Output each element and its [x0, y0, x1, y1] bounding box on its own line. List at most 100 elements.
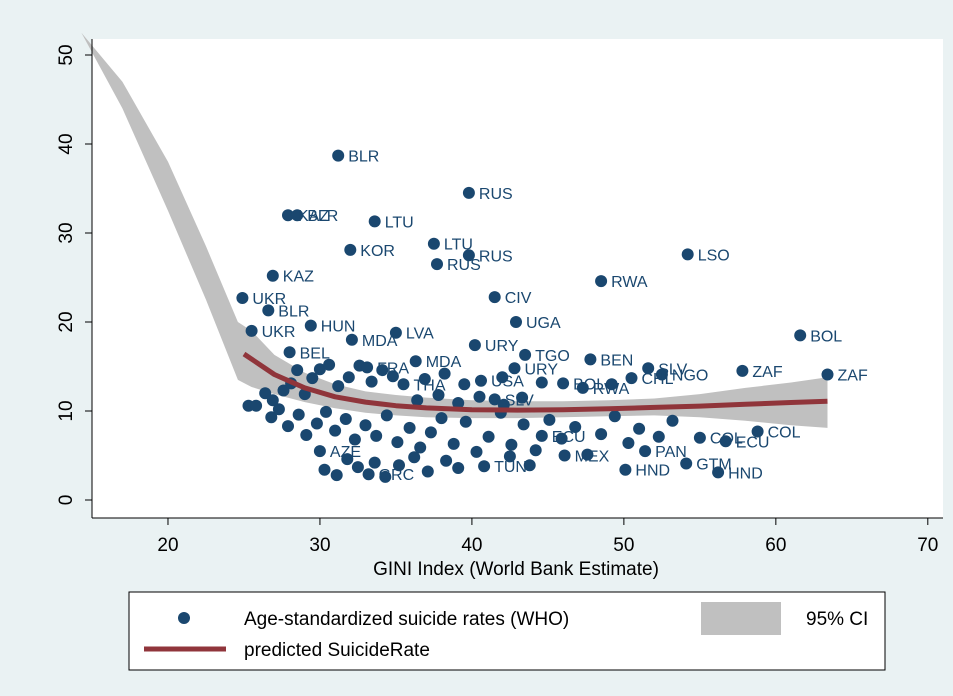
- data-point: [368, 215, 381, 228]
- point-label: GRC: [379, 467, 415, 484]
- data-point: [266, 269, 279, 282]
- point-label: HND: [728, 465, 763, 482]
- data-point: [259, 387, 272, 400]
- data-point: [693, 431, 706, 444]
- point-label: CIV: [505, 290, 532, 307]
- data-point: [379, 470, 392, 483]
- data-point: [348, 433, 361, 446]
- data-point: [359, 419, 372, 432]
- point-label: USA: [491, 374, 524, 391]
- fit-line: [242, 351, 828, 413]
- point-label: GTM: [696, 457, 732, 474]
- data-point: [666, 414, 679, 427]
- x-tick-label: 60: [765, 535, 786, 556]
- data-point: [283, 346, 296, 359]
- data-point: [344, 243, 357, 256]
- data-point: [473, 390, 486, 403]
- x-tick-label: 70: [917, 535, 938, 556]
- data-point: [362, 468, 375, 481]
- point-label: URY: [525, 361, 559, 378]
- data-point: [462, 186, 475, 199]
- point-label: NGO: [672, 368, 708, 385]
- data-point: [680, 457, 693, 470]
- data-point: [595, 275, 608, 288]
- data-point: [421, 465, 434, 478]
- data-point: [681, 248, 694, 261]
- point-label: BEN: [600, 352, 633, 369]
- data-point: [438, 367, 451, 380]
- point-label: HND: [635, 463, 670, 480]
- data-point: [523, 459, 536, 472]
- data-point: [510, 316, 522, 328]
- data-point: [529, 444, 542, 457]
- point-label: ZAF: [838, 368, 868, 385]
- data-point: [376, 364, 389, 377]
- point-label: LSO: [698, 247, 730, 264]
- data-point: [291, 364, 304, 377]
- point-label: MEX: [575, 449, 610, 466]
- data-point: [459, 415, 472, 428]
- data-point: [605, 378, 618, 391]
- data-point: [329, 424, 342, 437]
- data-point: [424, 426, 437, 439]
- data-point: [266, 394, 279, 407]
- data-point: [569, 421, 582, 433]
- data-point: [342, 371, 355, 384]
- point-label: COL: [710, 431, 743, 448]
- data-point: [351, 461, 364, 474]
- data-point: [712, 466, 725, 479]
- point-label: HUN: [321, 319, 356, 336]
- data-point: [306, 372, 319, 385]
- data-point: [330, 469, 343, 482]
- point-label: RUS: [479, 186, 513, 203]
- data-point: [478, 460, 491, 473]
- data-point: [535, 429, 548, 442]
- point-label: KAZ: [283, 269, 314, 286]
- y-tick-label: 20: [56, 311, 77, 332]
- data-point: [277, 384, 290, 397]
- data-point: [300, 429, 313, 441]
- point-label: LTU: [444, 237, 473, 254]
- data-point: [370, 429, 383, 442]
- data-point: [619, 463, 632, 476]
- data-point: [304, 319, 317, 332]
- x-tick-label: 20: [157, 535, 178, 556]
- data-point: [488, 393, 501, 406]
- point-label: ECU: [552, 429, 586, 446]
- data-point: [736, 364, 749, 377]
- point-label: KOR: [360, 243, 395, 260]
- x-tick-label: 30: [309, 535, 330, 556]
- data-point: [291, 209, 304, 222]
- data-point: [558, 449, 571, 462]
- data-point: [655, 368, 668, 381]
- data-point: [452, 462, 465, 474]
- data-point: [470, 445, 483, 458]
- x-tick-label: 50: [613, 535, 634, 556]
- data-point: [503, 450, 516, 463]
- data-point: [318, 463, 331, 476]
- data-point: [323, 358, 336, 371]
- x-axis-title: GINI Index (World Bank Estimate): [373, 559, 659, 580]
- data-point: [409, 355, 422, 368]
- data-point: [608, 410, 621, 423]
- data-point: [431, 258, 443, 271]
- data-point: [361, 361, 374, 374]
- data-point: [332, 149, 345, 162]
- point-label: BOL: [810, 328, 842, 345]
- data-point: [482, 430, 495, 443]
- data-point: [581, 448, 594, 461]
- point-label: MDA: [362, 333, 398, 350]
- data-point: [516, 391, 529, 404]
- data-point: [427, 237, 440, 250]
- data-point: [719, 435, 732, 448]
- point-label: URY: [485, 338, 519, 355]
- data-point: [595, 428, 608, 441]
- point-label: RUS: [447, 257, 481, 274]
- point-label: RWA: [593, 381, 630, 398]
- point-label: BLR: [348, 149, 379, 166]
- data-point: [462, 249, 475, 262]
- legend-label-ci: 95% CI: [806, 609, 868, 630]
- data-point: [365, 375, 378, 388]
- point-label: FRA: [377, 360, 409, 377]
